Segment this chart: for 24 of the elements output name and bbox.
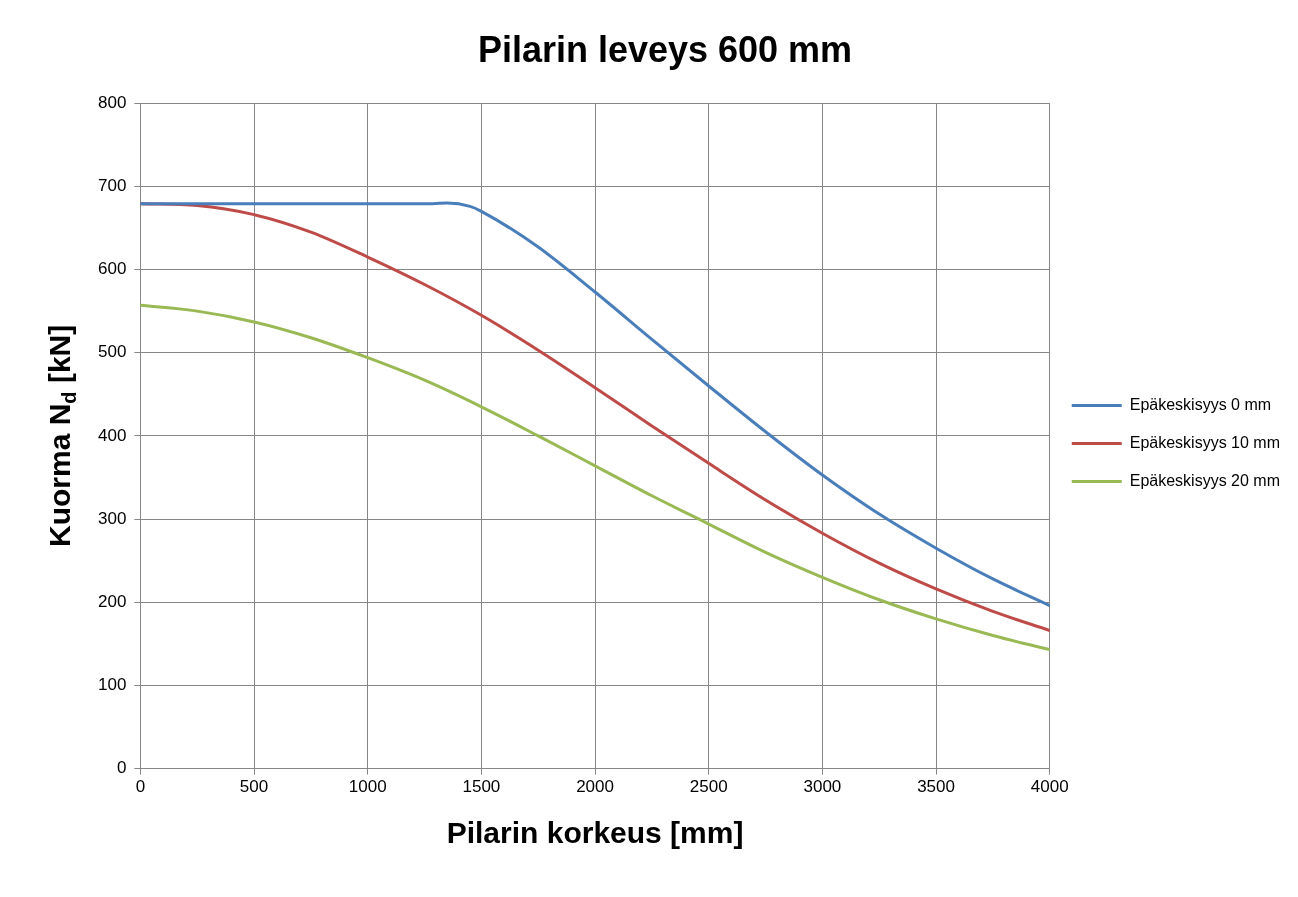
- y-tick-label: 100: [97, 675, 127, 695]
- y-tick-label: 600: [97, 259, 127, 279]
- y-axis-title: Kuorma Nd [kN]: [43, 324, 80, 548]
- legend-label: Epäkeskisyys 10 mm: [1129, 433, 1280, 451]
- x-tick-label: 3000: [803, 777, 842, 797]
- legend-label: Epäkeskisyys 0 mm: [1129, 395, 1272, 413]
- y-tick-label: 500: [97, 342, 127, 362]
- x-tick-label: 2500: [689, 777, 728, 797]
- y-tick-label: 0: [116, 758, 127, 778]
- chart-title: Pilarin leveys 600 mm: [477, 28, 853, 70]
- x-tick-label: 3500: [917, 777, 955, 797]
- x-axis-title: Pilarin korkeus [mm]: [446, 816, 744, 850]
- x-tick-label: 4000: [1030, 777, 1069, 797]
- x-tick-label: 2000: [576, 777, 614, 797]
- y-tick-label: 200: [97, 591, 127, 611]
- y-tick-label: 700: [97, 176, 127, 196]
- y-tick-label: 300: [97, 508, 127, 528]
- x-tick-label: 1000: [348, 777, 387, 797]
- x-tick-label: 500: [239, 777, 269, 797]
- x-tick-label: 0: [135, 777, 146, 797]
- legend-label: Epäkeskisyys 20 mm: [1129, 471, 1280, 489]
- y-tick-label: 800: [97, 92, 127, 112]
- y-tick-label: 400: [97, 425, 127, 445]
- x-tick-label: 1500: [462, 777, 501, 797]
